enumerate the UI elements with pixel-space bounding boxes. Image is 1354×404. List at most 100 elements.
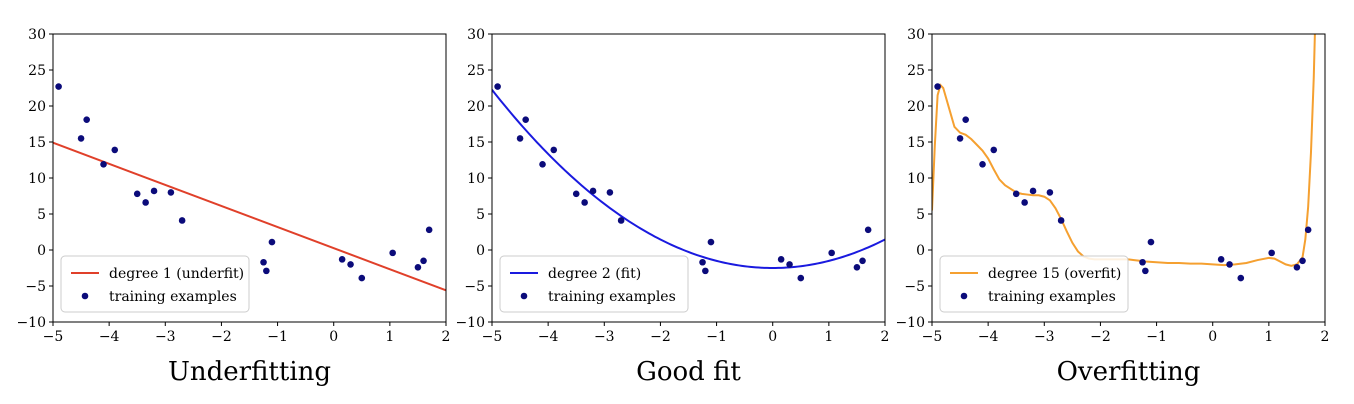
data-point [263, 267, 270, 275]
data-point [1021, 199, 1028, 206]
data-point [358, 274, 366, 282]
data-point [100, 161, 107, 168]
data-point [707, 238, 715, 246]
x-tick-label: −1 [706, 329, 727, 345]
data-point [150, 187, 158, 195]
data-point [1304, 226, 1312, 234]
x-tick-label: −4 [99, 329, 120, 345]
x-tick-label: 1 [385, 329, 394, 345]
y-tick-label: 15 [467, 135, 485, 151]
y-tick-label: 20 [28, 99, 46, 115]
panel-title: Good fit [636, 357, 741, 387]
x-tick-label: 0 [768, 329, 777, 345]
x-tick-label: −5 [922, 329, 943, 345]
legend-label-points: training examples [109, 289, 237, 305]
data-point [702, 267, 709, 275]
x-tick-label: −3 [1034, 329, 1055, 345]
legend-point-swatch [960, 292, 968, 300]
y-tick-label: 0 [37, 243, 46, 259]
data-point [425, 226, 433, 234]
data-point [1046, 189, 1054, 196]
y-tick-label: 30 [28, 27, 46, 43]
data-point [777, 256, 785, 263]
y-tick-label: 0 [476, 243, 485, 259]
y-tick-label: −10 [455, 315, 485, 331]
data-point [1237, 274, 1245, 282]
y-tick-label: −10 [895, 315, 925, 331]
legend-label-points: training examples [548, 289, 676, 305]
y-tick-label: 10 [467, 171, 485, 187]
x-tick-label: −2 [1090, 329, 1111, 345]
data-point [77, 135, 85, 142]
legend-box [499, 255, 689, 313]
y-tick-label: 25 [28, 63, 46, 79]
data-point [979, 161, 986, 168]
x-tick-label: −4 [538, 329, 559, 345]
x-tick-label: −5 [482, 329, 503, 345]
x-tick-label: 0 [1208, 329, 1217, 345]
fit-line [53, 141, 446, 292]
data-point [699, 258, 706, 266]
data-point [1293, 263, 1301, 271]
y-tick-label: 25 [907, 63, 925, 79]
x-tick-label: −1 [267, 329, 288, 345]
data-point [589, 187, 597, 195]
fit-line [492, 89, 885, 270]
data-point [420, 257, 427, 265]
data-point [347, 261, 354, 268]
data-point [111, 146, 119, 154]
y-tick-label: 5 [476, 207, 485, 223]
y-tick-label: 5 [37, 207, 46, 223]
y-tick-label: −5 [25, 279, 46, 295]
fit-line [932, 34, 1316, 267]
x-tick-label: 1 [1264, 329, 1273, 345]
data-point [859, 257, 866, 265]
data-point [516, 135, 524, 142]
x-tick-label: −2 [650, 329, 671, 345]
data-point [178, 217, 186, 224]
legend-label-points: training examples [988, 289, 1116, 305]
legend-box [939, 255, 1129, 313]
data-point [786, 261, 793, 268]
x-tick-label: −1 [1146, 329, 1167, 345]
x-tick-label: −5 [43, 329, 64, 345]
data-point [962, 116, 969, 123]
data-point [522, 116, 529, 123]
y-tick-label: −5 [464, 279, 485, 295]
data-point [133, 190, 141, 198]
x-tick-label: −2 [211, 329, 232, 345]
data-point [828, 249, 835, 257]
data-point [1299, 257, 1306, 265]
legend: degree 2 (fit) training examples [499, 255, 689, 313]
panel-title: Overfitting [1057, 357, 1201, 387]
y-tick-label: 5 [916, 207, 925, 223]
x-tick-label: −3 [155, 329, 176, 345]
legend: degree 15 (overfit) training examples [939, 255, 1129, 313]
data-point [494, 83, 501, 90]
data-point [797, 274, 805, 282]
y-tick-label: −5 [904, 279, 925, 295]
y-tick-label: 20 [907, 99, 925, 115]
x-tick-label: 0 [329, 329, 338, 345]
legend-label-fit: degree 15 (overfit) [988, 266, 1121, 282]
data-point [550, 146, 558, 154]
data-point [389, 249, 396, 257]
data-point [934, 83, 941, 90]
x-tick-label: −3 [594, 329, 615, 345]
data-point [1139, 258, 1146, 266]
data-point [606, 189, 614, 196]
y-tick-label: 10 [28, 171, 46, 187]
y-tick-label: 30 [907, 27, 925, 43]
legend-point-swatch [81, 292, 89, 300]
x-tick-label: 2 [442, 329, 451, 345]
data-point [167, 189, 175, 196]
data-point [268, 238, 276, 246]
x-tick-label: 2 [881, 329, 890, 345]
data-point [864, 226, 872, 234]
y-tick-label: 15 [28, 135, 46, 151]
data-point [581, 199, 588, 206]
data-point [338, 256, 346, 263]
x-tick-label: 1 [824, 329, 833, 345]
